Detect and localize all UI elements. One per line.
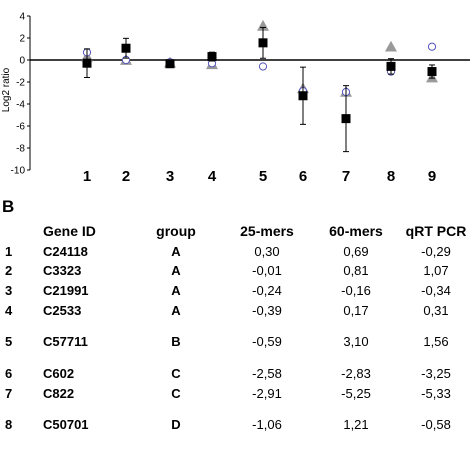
gene-id: C24118 <box>43 244 88 259</box>
y-tick-label: -10 <box>11 166 26 177</box>
circle-point <box>427 42 437 51</box>
value-qrt-pcr: -0,34 <box>421 283 451 298</box>
group: A <box>171 244 181 259</box>
value-60-mers: 0,81 <box>343 263 369 278</box>
value-qrt-pcr: 1,56 <box>423 334 449 349</box>
y-tick-label: -6 <box>16 122 25 133</box>
table-row: 8 C50701 D -1,06 1,21 -0,58 <box>0 416 474 434</box>
value-60-mers: 0,17 <box>343 303 369 318</box>
group: A <box>171 263 181 278</box>
table-row: 7 C822 C -2,91 -5,25 -5,33 <box>0 385 474 403</box>
gene-id: C602 <box>43 366 75 381</box>
group: A <box>171 303 181 318</box>
value-25-mers: -0,01 <box>252 263 282 278</box>
gene-id: C3323 <box>43 263 82 278</box>
value-qrt-pcr: -3,25 <box>421 366 451 381</box>
square-point <box>258 38 268 48</box>
chart-marks <box>81 19 438 153</box>
row-index: 3 <box>5 283 13 298</box>
value-25-mers: -2,58 <box>252 366 282 381</box>
table-row: 2 C3323 A -0,01 0,81 1,07 <box>0 262 474 280</box>
x-category-labels: 1 2 3 4 5 6 7 8 9 <box>83 168 436 185</box>
value-60-mers: -2,83 <box>341 366 371 381</box>
table-row: 4 C2533 A -0,39 0,17 0,31 <box>0 302 474 320</box>
x-category-label: 7 <box>342 168 350 185</box>
gene-id: C21991 <box>43 283 89 298</box>
x-category-label: 5 <box>259 168 267 185</box>
group: D <box>171 417 181 432</box>
x-category-label: 9 <box>428 168 436 185</box>
gene-id: C822 <box>43 386 75 401</box>
x-category-label: 6 <box>299 168 307 185</box>
square-point <box>427 67 437 77</box>
row-index: 2 <box>5 263 13 278</box>
value-qrt-pcr: 1,07 <box>423 263 449 278</box>
y-axis-label: Log2 ratio <box>1 67 12 112</box>
panel-b-label: B <box>2 197 15 216</box>
square-point <box>298 91 308 101</box>
y-tick-label: 4 <box>19 12 25 23</box>
row-index: 5 <box>5 334 13 349</box>
square-point <box>165 59 175 69</box>
header-25-mers: 25-mers <box>240 223 294 239</box>
table-row: 3 C21991 A -0,24 -0,16 -0,34 <box>0 282 474 300</box>
x-category-label: 8 <box>387 168 395 185</box>
gene-id: C57711 <box>43 334 88 349</box>
group: B <box>171 334 181 349</box>
square-point <box>121 43 131 53</box>
x-category-label: 4 <box>208 168 217 185</box>
x-category-label: 3 <box>166 168 174 185</box>
value-25-mers: -0,39 <box>252 303 282 318</box>
header-group: group <box>156 223 196 239</box>
table-row: 6 C602 C -2,58 -2,83 -3,25 <box>0 365 474 383</box>
row-index: 8 <box>5 417 13 432</box>
x-category-label: 1 <box>83 168 91 185</box>
value-60-mers: 1,21 <box>343 417 369 432</box>
header-qrt-pcr: qRT PCR <box>405 223 467 239</box>
chart-axes <box>29 16 470 170</box>
square-point <box>207 52 217 62</box>
value-60-mers: -5,25 <box>341 386 371 401</box>
value-25-mers: 0,30 <box>254 244 280 259</box>
group: A <box>171 283 181 298</box>
y-tick-label: -8 <box>16 144 25 155</box>
y-tick-label: -4 <box>16 100 25 111</box>
value-qrt-pcr: -0,58 <box>421 417 451 432</box>
value-25-mers: -1,06 <box>252 417 282 432</box>
row-index: 7 <box>5 386 13 401</box>
value-qrt-pcr: 0,31 <box>423 303 449 318</box>
y-tick-labels: 4 2 0 -2 -4 -6 -8 -10 <box>11 12 30 177</box>
y-tick-label: 0 <box>19 56 25 67</box>
value-60-mers: 3,10 <box>343 334 369 349</box>
value-25-mers: -0,59 <box>252 334 282 349</box>
y-tick-label: 2 <box>19 34 25 45</box>
table-row: 5 C57711 B -0,59 3,10 1,56 <box>0 333 474 351</box>
value-25-mers: -0,24 <box>252 283 282 298</box>
gene-id: C50701 <box>43 417 89 432</box>
square-point <box>341 114 351 124</box>
gene-id: C2533 <box>43 303 82 318</box>
table-row: 1 C24118 A 0,30 0,69 -0,29 <box>0 243 474 261</box>
header-60-mers: 60-mers <box>329 223 383 239</box>
value-qrt-pcr: -5,33 <box>421 386 451 401</box>
square-point <box>386 61 396 71</box>
value-60-mers: 0,69 <box>343 244 369 259</box>
row-index: 4 <box>5 303 13 318</box>
triangle-point <box>385 40 397 52</box>
circle-point <box>258 62 268 71</box>
header-gene-id: Gene ID <box>43 223 96 239</box>
y-tick-label: -2 <box>16 78 25 89</box>
value-qrt-pcr: -0,29 <box>421 244 451 259</box>
log2-ratio-chart: 4 2 0 -2 -4 -6 -8 -10 1 2 3 4 5 6 7 8 9 Log2 ratio <box>1 12 470 185</box>
row-index: 6 <box>5 366 13 381</box>
group: C <box>171 366 181 381</box>
row-index: 1 <box>5 244 13 259</box>
value-60-mers: -0,16 <box>341 283 371 298</box>
value-25-mers: -2,91 <box>252 386 282 401</box>
triangle-point <box>257 19 269 31</box>
group: C <box>171 386 181 401</box>
table-header-row: Gene ID group 25-mers 60-mers qRT PCR <box>0 222 474 240</box>
square-point <box>82 58 92 68</box>
x-category-label: 2 <box>122 168 130 185</box>
